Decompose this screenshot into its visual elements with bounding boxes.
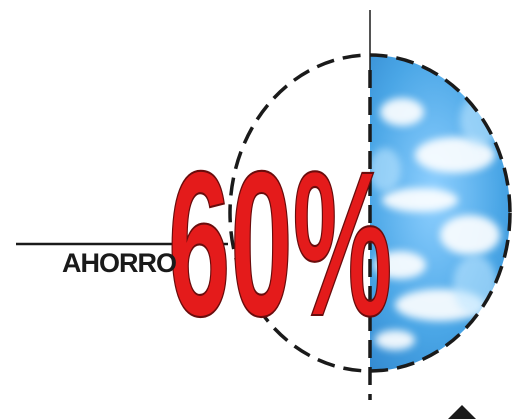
percent-figure: 60% bbox=[167, 129, 393, 360]
corner-triangle bbox=[448, 405, 476, 419]
percent-value: 60% bbox=[168, 130, 392, 360]
ahorro-label: AHORRO bbox=[62, 248, 176, 278]
